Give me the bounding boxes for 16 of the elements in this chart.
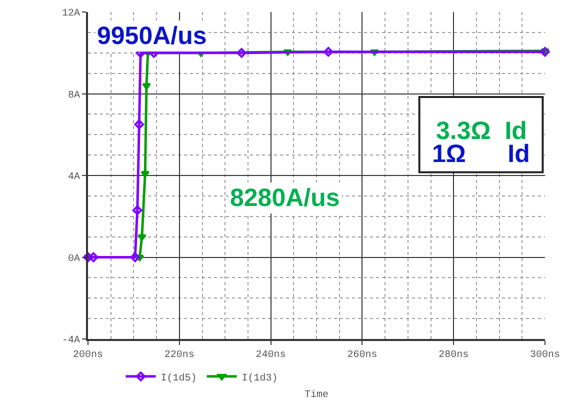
y-tick-label: -4A bbox=[62, 336, 80, 346]
annotation: 9950A/us bbox=[97, 22, 207, 50]
x-tick-label: 220ns bbox=[164, 350, 194, 361]
x-tick-label: 240ns bbox=[256, 350, 286, 361]
x-tick-label: 260ns bbox=[347, 350, 378, 361]
x-tick-label: 300ns bbox=[530, 350, 560, 361]
legend-label: I(1d5) bbox=[160, 372, 197, 384]
x-axis-title: Time bbox=[304, 389, 329, 401]
y-tick-label: 8A bbox=[68, 90, 80, 102]
y-tick-label: 12A bbox=[62, 8, 80, 20]
y-tick-label: 0A bbox=[68, 254, 80, 265]
annotation: 8280A/us bbox=[230, 184, 340, 212]
legend-label: I(1d3) bbox=[242, 372, 278, 384]
x-tick-label: 200ns bbox=[72, 350, 104, 361]
y-tick-label: 4A bbox=[68, 172, 80, 183]
x-tick-label: 280ns bbox=[438, 350, 469, 361]
